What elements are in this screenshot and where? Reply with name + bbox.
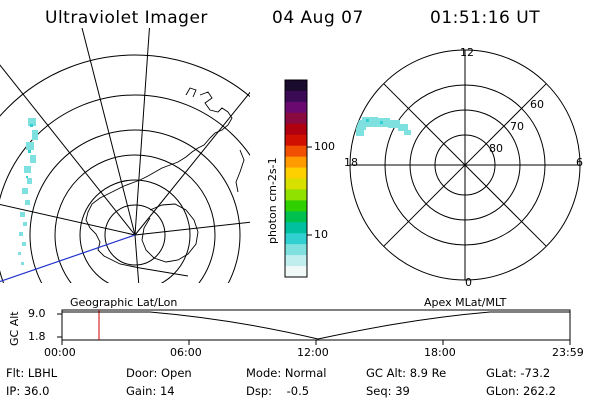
colorbar-band bbox=[285, 145, 307, 158]
colorbar-band bbox=[285, 189, 307, 201]
mlt-label-12: 12 bbox=[460, 46, 474, 59]
colorbar-band bbox=[285, 101, 307, 114]
filter-info: Flt: LBHL bbox=[6, 366, 58, 380]
meridian-line bbox=[134, 28, 150, 236]
y-tick-label: 9.0 bbox=[28, 307, 46, 320]
colorbar-band bbox=[285, 167, 307, 179]
y-tick-label: 1.8 bbox=[28, 330, 46, 343]
door-info: Door: Open bbox=[126, 366, 192, 380]
colorbar-band bbox=[285, 178, 307, 190]
colorbar-band bbox=[285, 112, 307, 125]
mlt-line bbox=[383, 83, 547, 247]
latitude-circle bbox=[79, 179, 191, 283]
colorbar-band bbox=[285, 222, 307, 234]
gain-info: Gain: 14 bbox=[126, 384, 175, 398]
timeline-axis-label: GC Alt bbox=[8, 311, 21, 346]
coastline bbox=[85, 91, 233, 277]
colorbar-band bbox=[285, 255, 307, 267]
colorbar-tick-label: 100 bbox=[314, 140, 335, 153]
timeline-right-title: Apex MLat/MLT bbox=[424, 296, 507, 309]
mlt-label-6: 6 bbox=[576, 156, 583, 169]
polar-aurora-emission bbox=[352, 117, 411, 136]
mlat-label-60: 60 bbox=[530, 98, 544, 111]
latitude-circle bbox=[29, 129, 241, 283]
coastline bbox=[141, 203, 199, 263]
gc-alt-info: GC Alt: 8.9 Re bbox=[366, 366, 447, 380]
latitude-circle bbox=[0, 54, 250, 117]
meridian-line bbox=[134, 221, 250, 236]
meridian-line bbox=[0, 204, 136, 236]
aurora-emission bbox=[18, 118, 38, 265]
x-tick-label: 12:00 bbox=[297, 346, 329, 359]
orbit-track bbox=[0, 234, 136, 283]
colorbar-band bbox=[285, 134, 307, 147]
date-label: 04 Aug 07 bbox=[272, 8, 364, 28]
colorbar-unit-label: photon cm-2s-1 bbox=[266, 157, 279, 244]
aurora-emission-bright bbox=[26, 124, 33, 178]
x-tick-label: 23:59 bbox=[552, 346, 584, 359]
colorbar-band bbox=[285, 266, 307, 278]
colorbar-band bbox=[285, 200, 307, 212]
latitude-circle bbox=[0, 94, 250, 283]
colorbar-tick-label: 10 bbox=[314, 228, 328, 241]
polar-plot bbox=[349, 49, 581, 281]
colorbar-band bbox=[285, 90, 307, 103]
x-tick-label: 18:00 bbox=[424, 346, 456, 359]
instrument-title: Ultraviolet Imager bbox=[45, 8, 208, 28]
meridian-line bbox=[0, 64, 136, 236]
colorbar-band bbox=[285, 156, 307, 169]
colorbar-band bbox=[285, 233, 307, 245]
x-tick-label: 00:00 bbox=[44, 346, 76, 359]
meridian-line bbox=[134, 91, 250, 236]
ip-info: IP: 36.0 bbox=[6, 384, 50, 398]
glon-info: GLon: 262.2 bbox=[486, 384, 556, 398]
colorbar-band bbox=[285, 80, 307, 92]
coastline bbox=[235, 149, 245, 193]
time-label: 01:51:16 UT bbox=[430, 8, 541, 28]
x-ticks bbox=[61, 340, 571, 345]
coastline bbox=[185, 87, 197, 98]
mlt-label-0: 0 bbox=[465, 276, 472, 289]
latitude-circle bbox=[54, 154, 216, 283]
seq-info: Seq: 39 bbox=[366, 384, 410, 398]
mlat-label-80: 80 bbox=[489, 142, 503, 155]
altitude-curve bbox=[62, 311, 570, 340]
colorbar-band bbox=[285, 123, 307, 136]
colorbar-band bbox=[285, 244, 307, 256]
timeline-frame bbox=[61, 309, 571, 341]
meridian-line bbox=[81, 28, 136, 236]
mlt-label-18: 18 bbox=[344, 156, 358, 169]
dsp-info: Dsp: -0.5 bbox=[246, 384, 310, 398]
glat-info: GLat: -73.2 bbox=[486, 366, 551, 380]
x-tick-label: 06:00 bbox=[170, 346, 202, 359]
mode-info: Mode: Normal bbox=[246, 366, 327, 380]
mlat-label-70: 70 bbox=[510, 120, 524, 133]
colorbar-frame bbox=[284, 79, 308, 278]
latitude-circle bbox=[104, 204, 166, 266]
colorbar bbox=[285, 80, 307, 278]
timeline-left-title: Geographic Lat/Lon bbox=[70, 296, 178, 309]
colorbar-band bbox=[285, 211, 307, 223]
